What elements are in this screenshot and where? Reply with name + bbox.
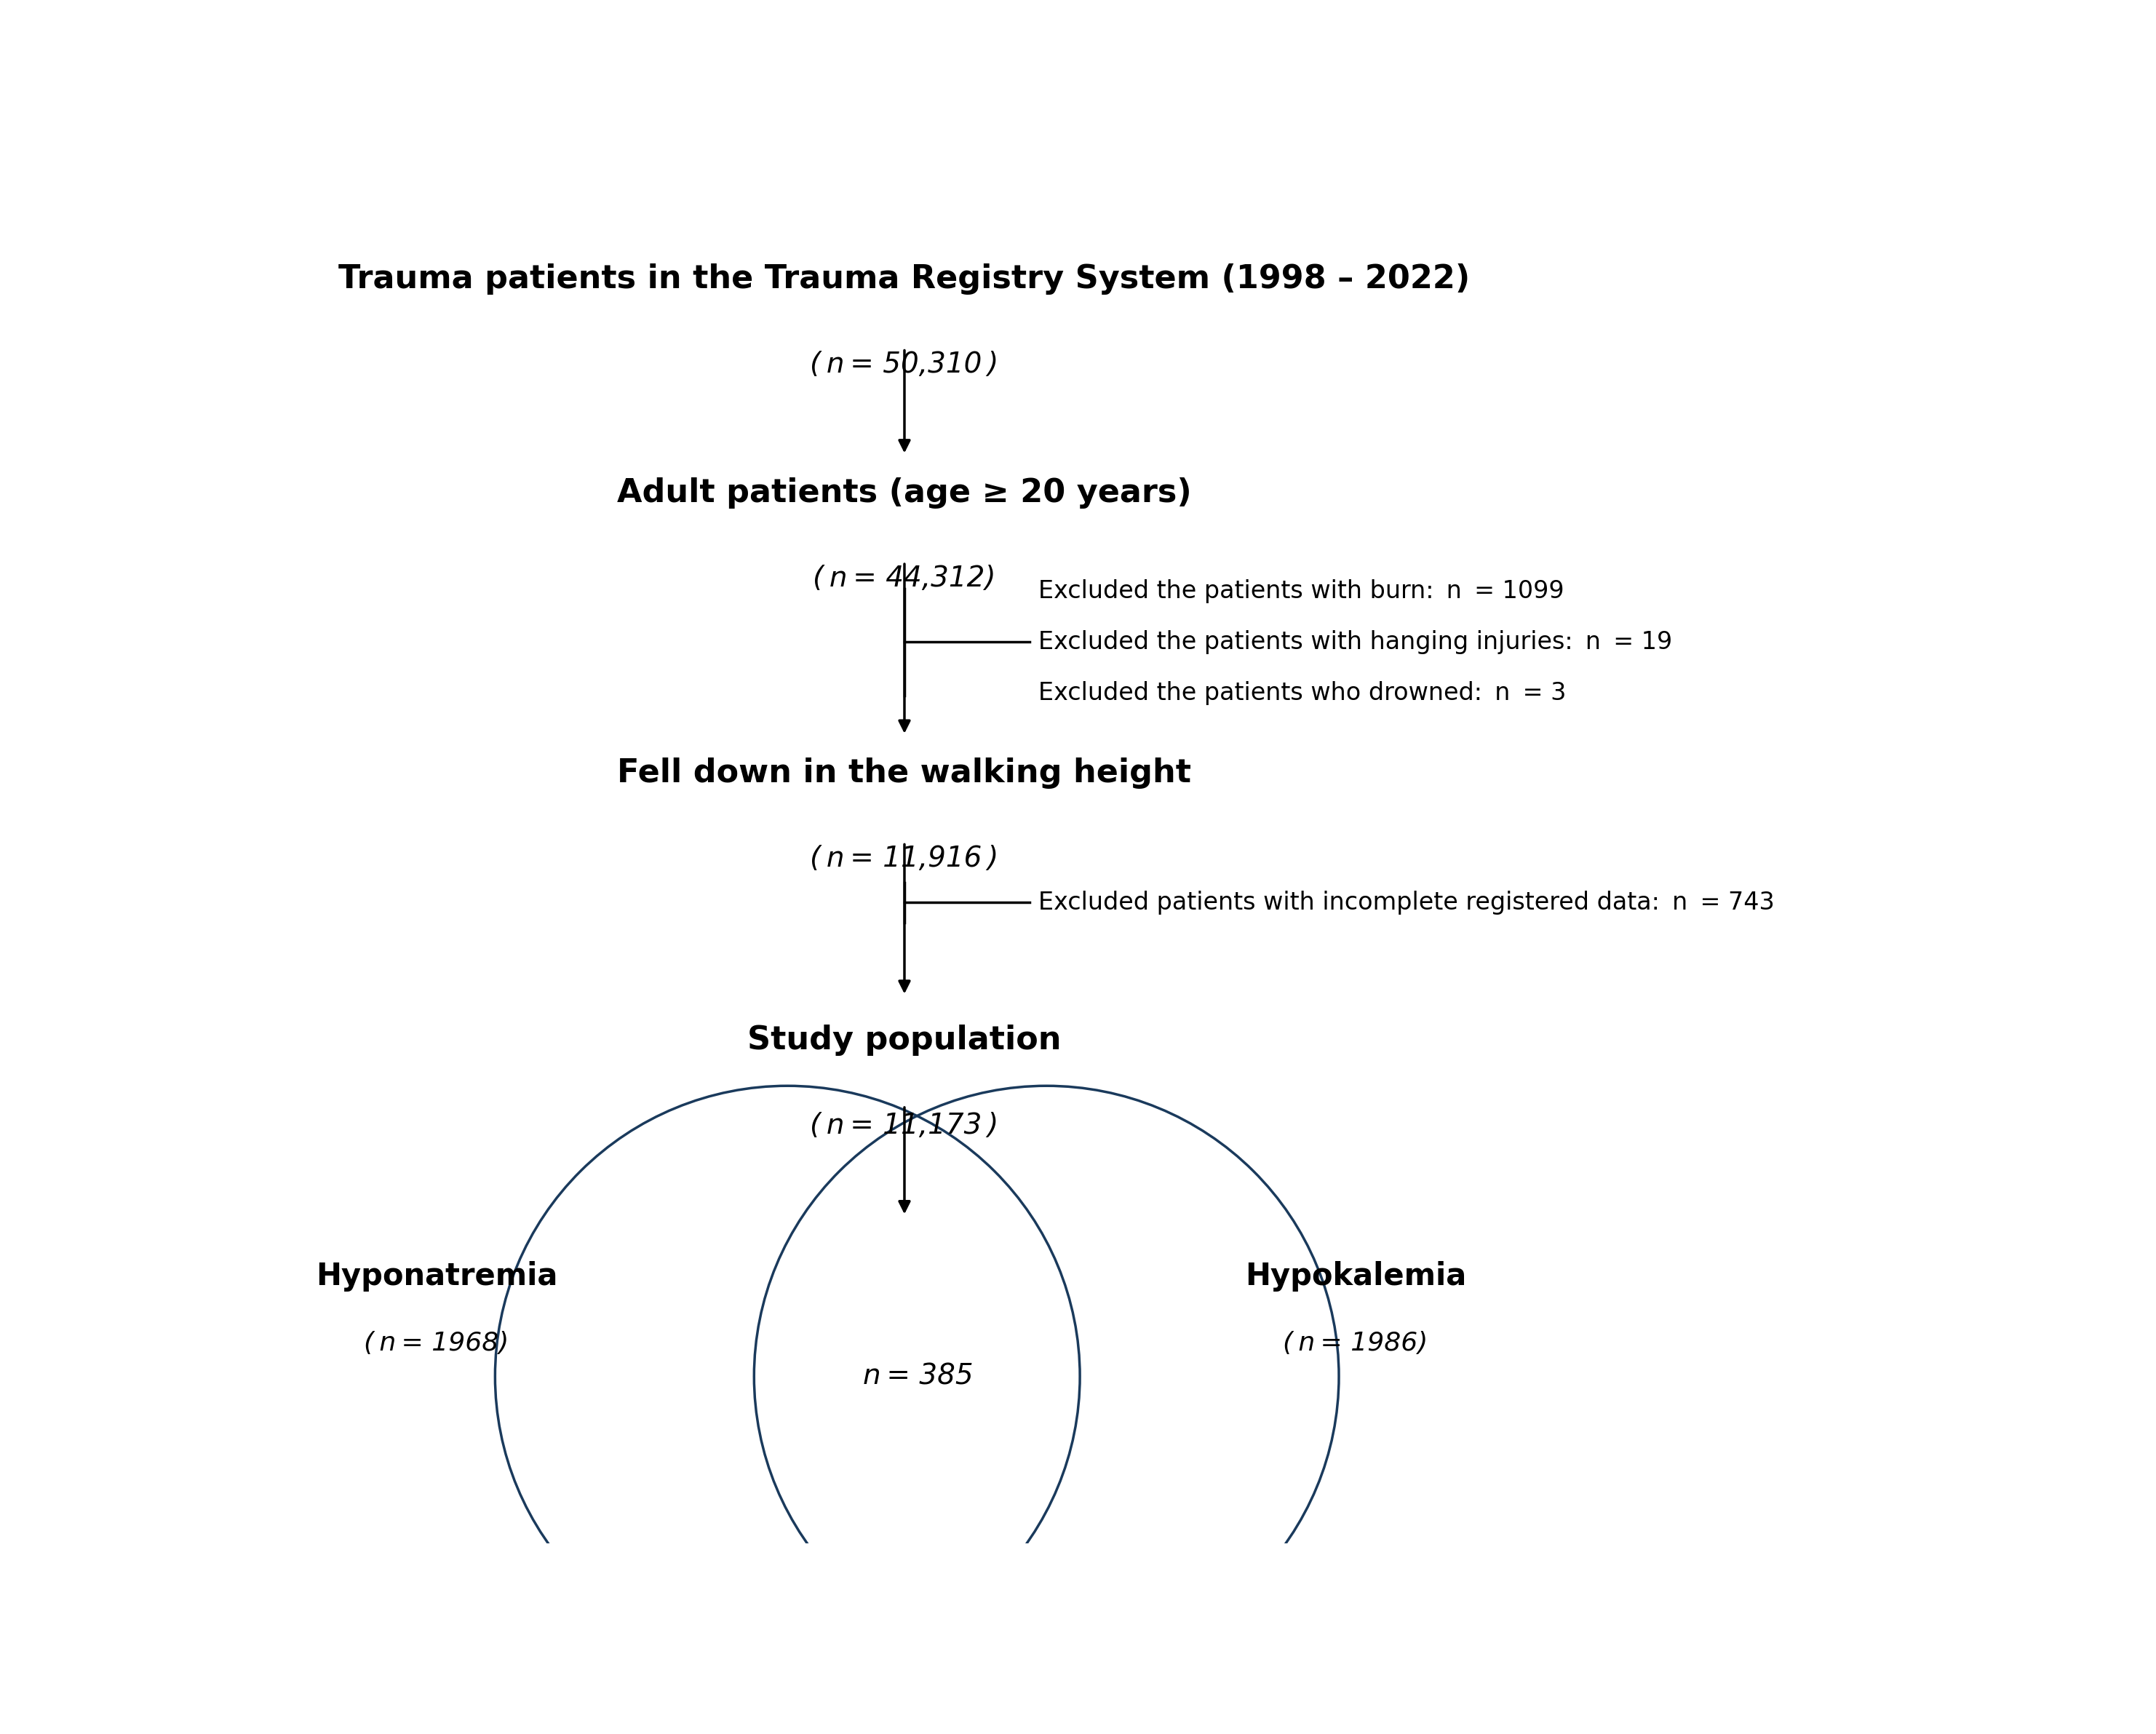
Text: Study population: Study population [748,1025,1061,1056]
Text: ( n = 44,312): ( n = 44,312) [813,565,996,593]
Text: Hyponatremia: Hyponatremia [315,1261,558,1292]
Text: ( n = 11,916 ): ( n = 11,916 ) [811,844,998,872]
Text: ( n = 50,310 ): ( n = 50,310 ) [811,350,998,378]
Text: Fell down in the walking height: Fell down in the walking height [617,758,1192,789]
Text: Hypokalemia: Hypokalemia [1244,1261,1466,1292]
Text: ( n = 11,173 ): ( n = 11,173 ) [811,1111,998,1139]
Text: Excluded the patients who drowned:  n  = 3: Excluded the patients who drowned: n = 3 [1039,681,1565,704]
Text: ( n = 1986): ( n = 1986) [1283,1330,1427,1356]
Text: Trauma patients in the Trauma Registry System (1998 – 2022): Trauma patients in the Trauma Registry S… [338,264,1470,295]
Text: Excluded the patients with burn:  n  = 1099: Excluded the patients with burn: n = 109… [1039,579,1563,603]
Text: ( n = 1968): ( n = 1968) [364,1330,509,1356]
Text: Adult patients (age ≥ 20 years): Adult patients (age ≥ 20 years) [617,477,1192,508]
Text: n = 385: n = 385 [862,1363,972,1391]
Text: Excluded patients with incomplete registered data:  n  = 743: Excluded patients with incomplete regist… [1039,890,1774,914]
Text: Excluded the patients with hanging injuries:  n  = 19: Excluded the patients with hanging injur… [1039,629,1673,654]
